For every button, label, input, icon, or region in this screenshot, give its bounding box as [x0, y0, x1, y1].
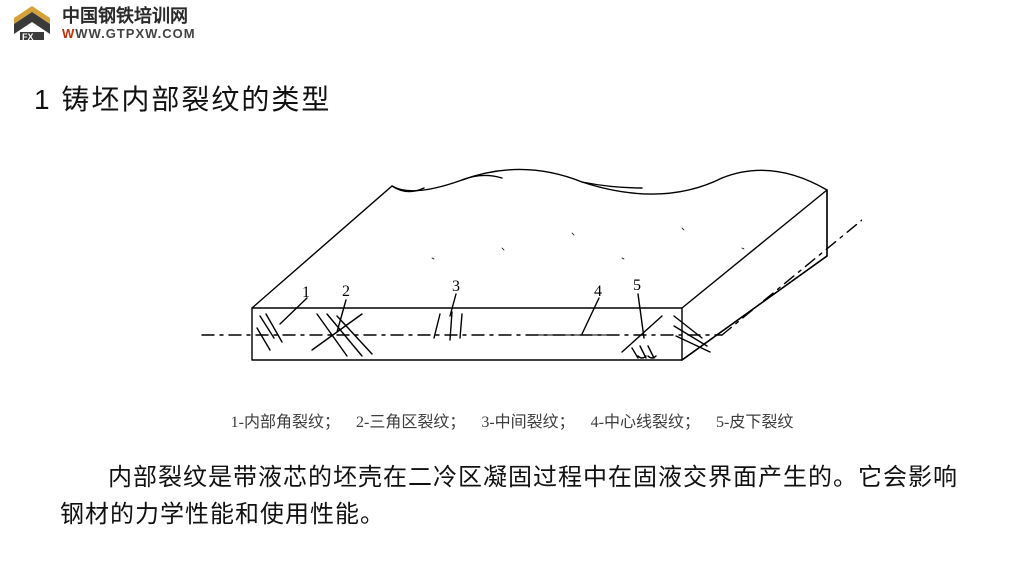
- legend-item-2: 2-三角区裂纹；: [356, 414, 465, 431]
- body-paragraph: 内部裂纹是带液芯的坯壳在二冷区凝固过程中在固液交界面产生的。它会影响钢材的力学性…: [0, 432, 1024, 534]
- diagram-legend: 1-内部角裂纹； 2-三角区裂纹； 3-中间裂纹； 4-中心线裂纹； 5-皮下裂…: [162, 408, 862, 432]
- diagram-label-2: 2: [342, 283, 350, 300]
- diagram-label-5: 5: [633, 277, 641, 294]
- legend-item-4: 4-中心线裂纹；: [591, 414, 700, 431]
- section-title: 1 铸坯内部裂纹的类型: [0, 48, 1024, 118]
- site-header: FX 中国钢铁培训网 WWW.GTPXW.COM: [0, 0, 1024, 48]
- diagram-label-4: 4: [594, 283, 602, 300]
- svg-text:FX: FX: [22, 32, 34, 42]
- body-text-content: 内部裂纹是带液芯的坯壳在二冷区凝固过程中在固液交界面产生的。它会影响钢材的力学性…: [60, 465, 958, 528]
- site-logo-icon: FX: [10, 4, 54, 44]
- brand-text: 中国钢铁培训网 WWW.GTPXW.COM: [62, 7, 196, 41]
- diagram-label-3: 3: [452, 278, 460, 295]
- legend-item-3: 3-中间裂纹；: [481, 414, 574, 431]
- brand-url-rest: WW.GTPXW.COM: [75, 26, 195, 41]
- brand-name-cn: 中国钢铁培训网: [62, 7, 196, 27]
- slab-crack-diagram: 1 2 3 4 5: [162, 138, 862, 398]
- diagram-label-1: 1: [302, 284, 310, 301]
- brand-url: WWW.GTPXW.COM: [62, 27, 196, 41]
- legend-item-1: 1-内部角裂纹；: [231, 414, 340, 431]
- brand-url-first-letter: W: [62, 26, 75, 41]
- diagram-container: 1 2 3 4 5 1-内部角裂纹； 2-三角区裂纹； 3-中间裂纹； 4-中心…: [162, 138, 862, 432]
- legend-item-5: 5-皮下裂纹: [716, 414, 793, 431]
